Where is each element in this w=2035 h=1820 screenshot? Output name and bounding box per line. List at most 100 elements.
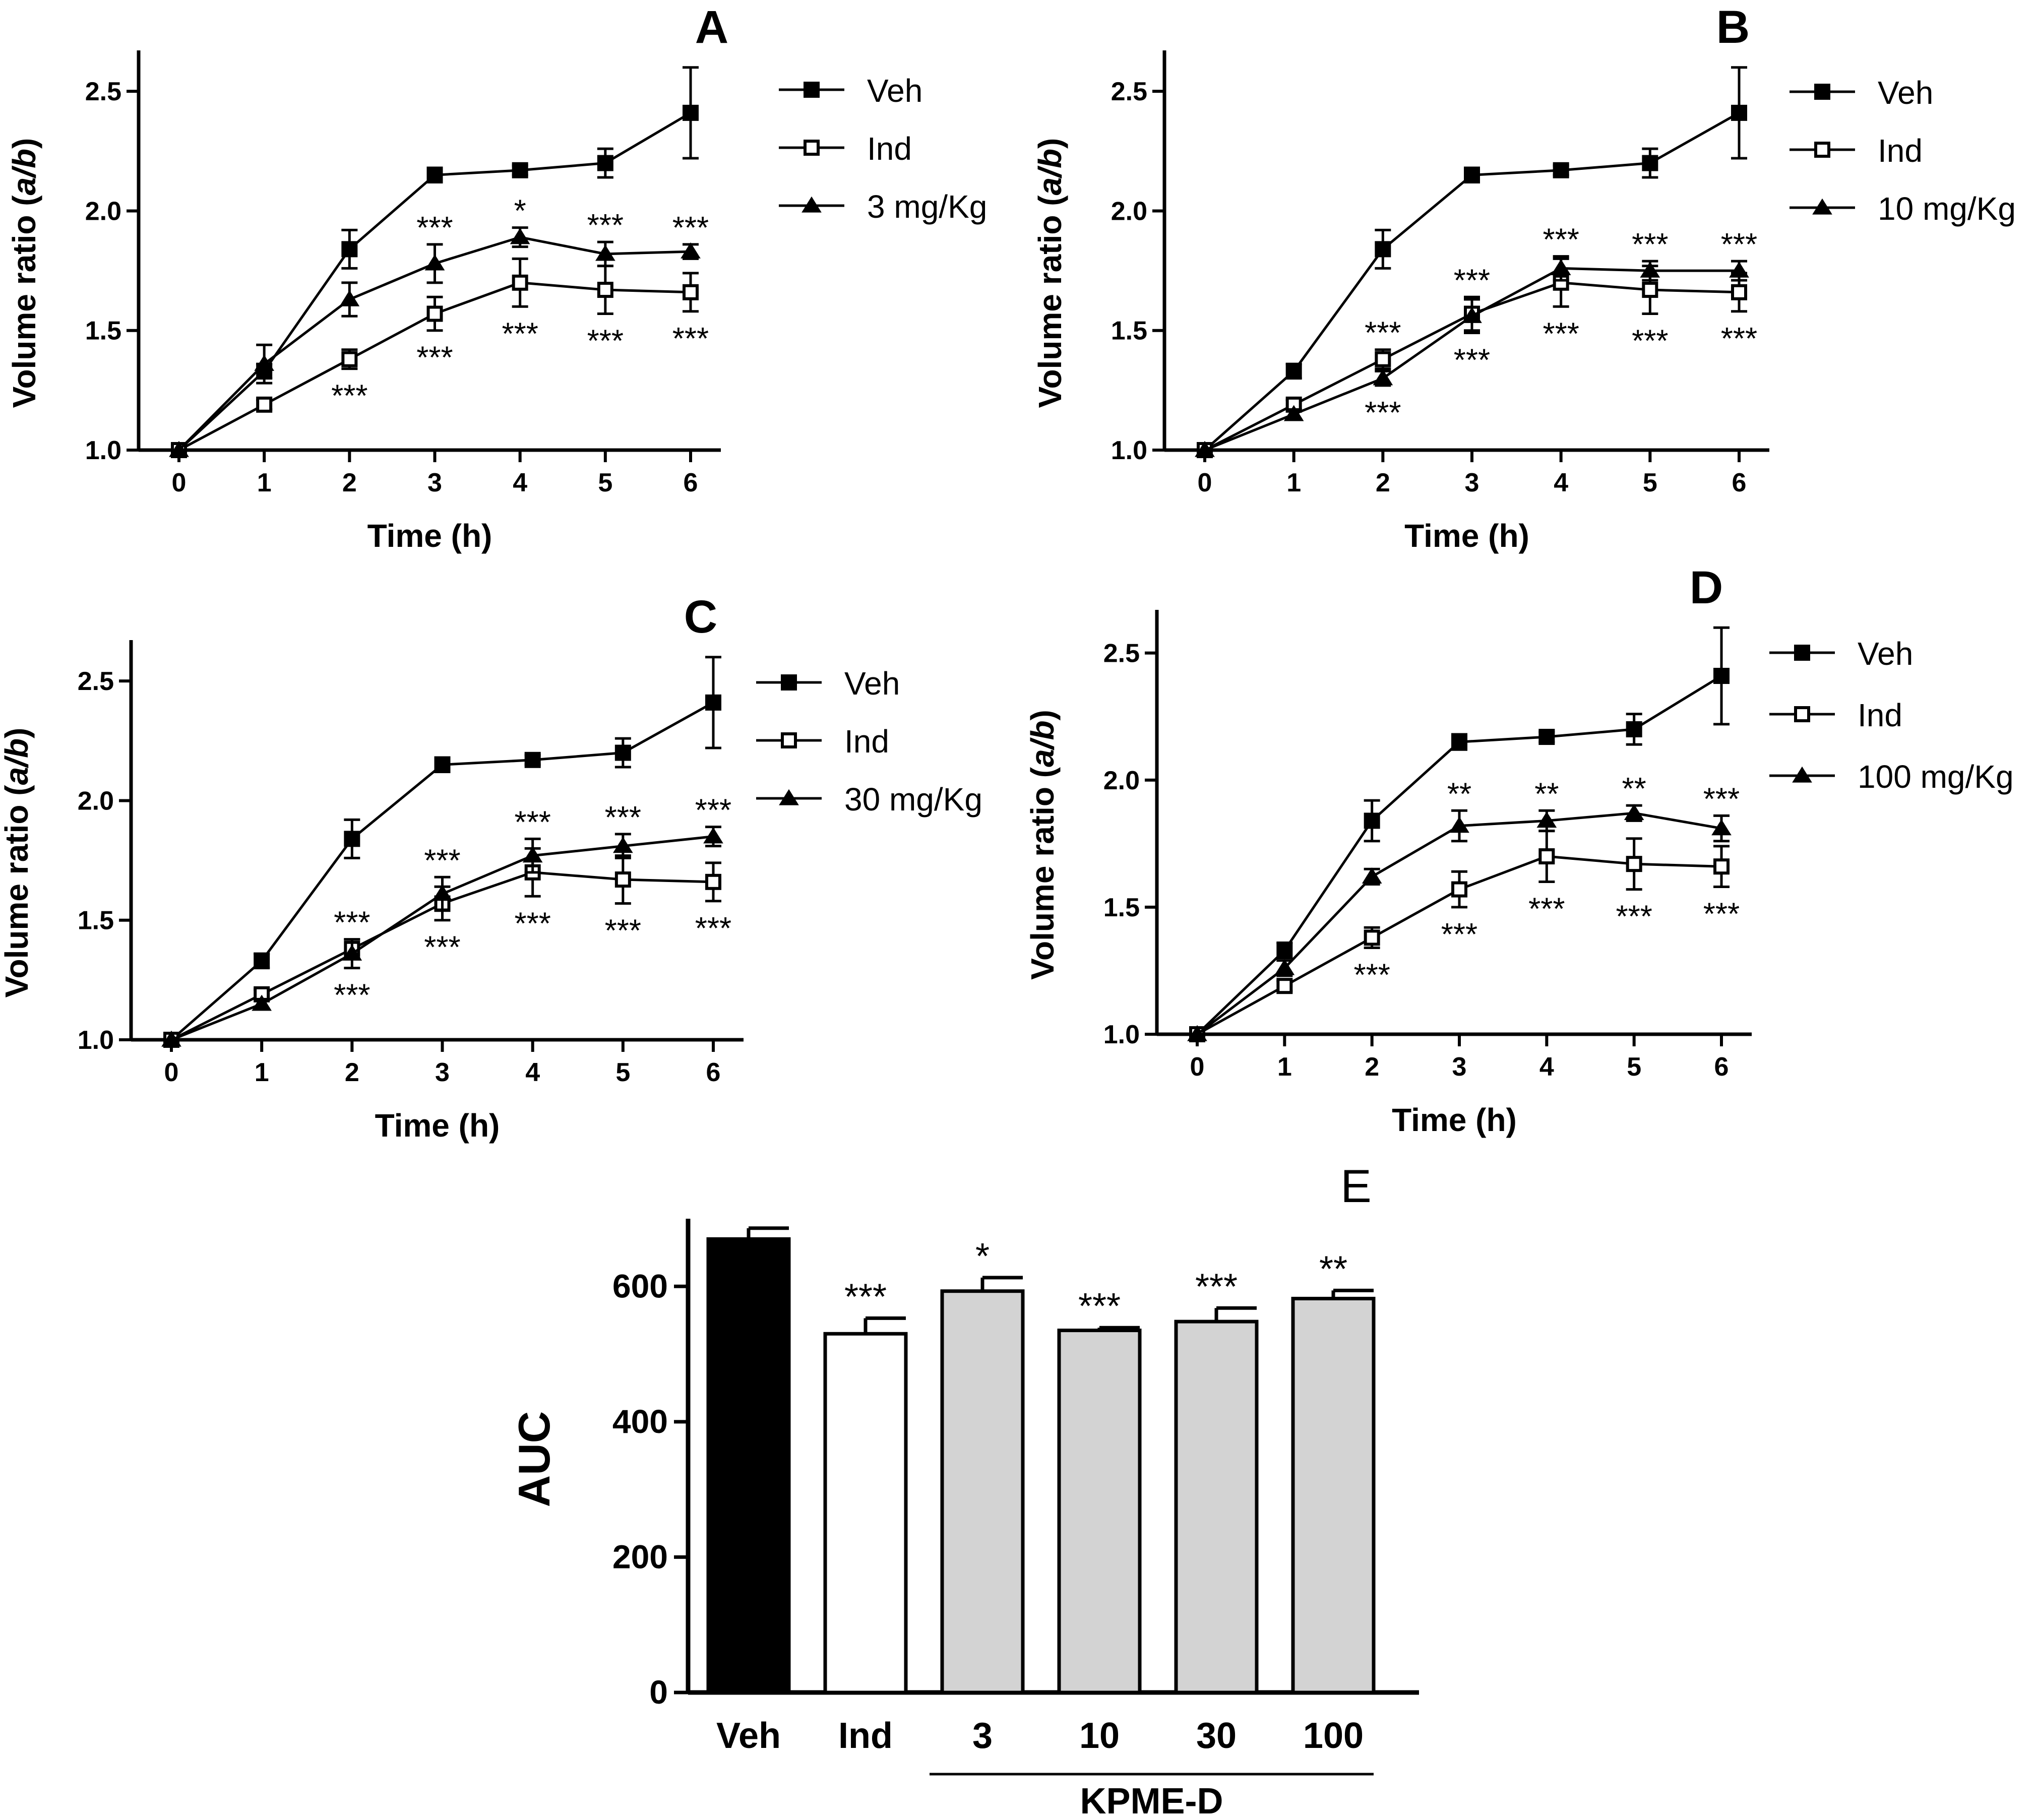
series-30-mg-kg (161, 826, 723, 1047)
x-tick-label: 2 (1365, 1052, 1379, 1082)
significance-below: *** (1454, 343, 1490, 378)
bar-ind (823, 1332, 908, 1695)
series-100-mg-kg (1187, 804, 1732, 1041)
x-tick-label: 1 (255, 1058, 269, 1087)
x-tick-label: 4 (1554, 468, 1568, 497)
legend-marker (1792, 766, 1812, 783)
data-point (597, 155, 613, 171)
data-point (426, 167, 443, 183)
significance-below: *** (1543, 317, 1579, 351)
data-point (1364, 929, 1380, 946)
legend-label: Ind (1858, 697, 1902, 733)
data-point (1713, 858, 1730, 875)
x-tick-label: 10 (1079, 1716, 1120, 1756)
data-point (1283, 405, 1304, 421)
y-axis-label-part: ) (6, 138, 42, 149)
data-point (683, 284, 699, 300)
significance-above: *** (1703, 782, 1740, 817)
y-tick-label: 1.5 (1103, 893, 1140, 922)
data-point (1362, 867, 1382, 884)
data-point (339, 290, 360, 306)
significance-above: ** (1622, 772, 1646, 806)
data-point (1626, 856, 1642, 872)
series-veh (1197, 66, 1747, 458)
significance-above: *** (605, 800, 641, 835)
significance-below: *** (587, 324, 624, 359)
y-tick-label: 1.0 (1103, 1020, 1140, 1049)
y-axis-label-italic: a/b (1024, 720, 1061, 767)
significance-above: *** (1365, 316, 1401, 351)
significance-below: *** (1441, 917, 1477, 952)
y-tick-label: 1.5 (78, 906, 114, 935)
x-tick-label: 3 (972, 1716, 993, 1756)
legend-marker (804, 140, 820, 156)
data-point (254, 354, 275, 371)
data-point (1538, 729, 1555, 745)
x-tick-label: 5 (1643, 468, 1657, 497)
data-point (597, 282, 613, 298)
data-point (1451, 881, 1467, 898)
x-tick-label: 6 (1732, 468, 1747, 497)
significance-above: *** (416, 211, 453, 245)
data-point (161, 1030, 181, 1047)
data-point (341, 241, 358, 258)
significance: *** (1195, 1267, 1238, 1307)
bar-3 (940, 1289, 1025, 1695)
significance-above: *** (424, 843, 460, 878)
data-point (342, 944, 362, 961)
data-point (612, 837, 633, 853)
significance-above: ** (1534, 777, 1559, 811)
data-point (1373, 369, 1393, 386)
significance-below: *** (1365, 396, 1401, 430)
significance-above: *** (1454, 263, 1490, 298)
y-axis-label: AUC (509, 1411, 559, 1508)
data-point (1195, 441, 1215, 457)
x-tick-label: 3 (427, 468, 442, 497)
significance-below: *** (1703, 897, 1740, 932)
legend-label: Ind (1878, 133, 1923, 169)
series-line (1196, 674, 1722, 1035)
data-point (614, 871, 631, 888)
data-point (524, 751, 541, 768)
x-tick-label: 4 (525, 1058, 540, 1087)
data-point (510, 228, 530, 244)
data-point (614, 744, 631, 761)
x-tick-label: 30 (1196, 1716, 1237, 1756)
data-point (1642, 155, 1658, 171)
significance-below: *** (331, 379, 367, 414)
x-tick-label: 5 (615, 1058, 630, 1087)
data-point (432, 885, 453, 901)
y-axis-label: Volume ratio (a/b) (1024, 710, 1061, 980)
y-tick-label: 2.0 (78, 786, 114, 815)
data-point (1276, 978, 1293, 994)
y-axis-label-italic: a/b (1032, 149, 1068, 195)
data-point (1464, 167, 1480, 183)
y-axis-label-part: ) (1024, 710, 1061, 720)
y-tick-label: 2.5 (78, 667, 114, 696)
significance: ** (1319, 1249, 1347, 1289)
legend-label: 3 mg/Kg (867, 189, 987, 225)
legend-label: Ind (844, 723, 889, 760)
y-axis-label: Volume ratio (a/b) (1032, 138, 1068, 408)
data-point (1731, 104, 1747, 121)
legend-marker (804, 82, 820, 98)
y-tick-label: 600 (612, 1267, 668, 1304)
x-tick-label: 1 (257, 468, 272, 497)
x-tick-label: 0 (1198, 468, 1212, 497)
data-point (1364, 812, 1380, 829)
y-tick-label: 1.0 (85, 436, 121, 465)
bar-30 (1174, 1320, 1259, 1695)
y-tick-label: 400 (612, 1403, 668, 1440)
data-point (1451, 734, 1467, 750)
legend-marker (1812, 198, 1832, 215)
panel-c: 1.0 1.5 2.0 2.5 0 1 2 3 4 5 6 Time (h) Volume ratio … (0, 591, 982, 1144)
legend-label: 100 mg/Kg (1858, 759, 2014, 795)
y-tick-label: 2.0 (85, 197, 121, 226)
x-tick-label: 2 (342, 468, 357, 497)
data-point (1536, 811, 1557, 828)
legend-label: Veh (1878, 75, 1933, 111)
y-axis-label-part: ) (0, 728, 35, 738)
legend-label: Veh (844, 665, 900, 702)
x-tick-label: 6 (706, 1058, 721, 1087)
